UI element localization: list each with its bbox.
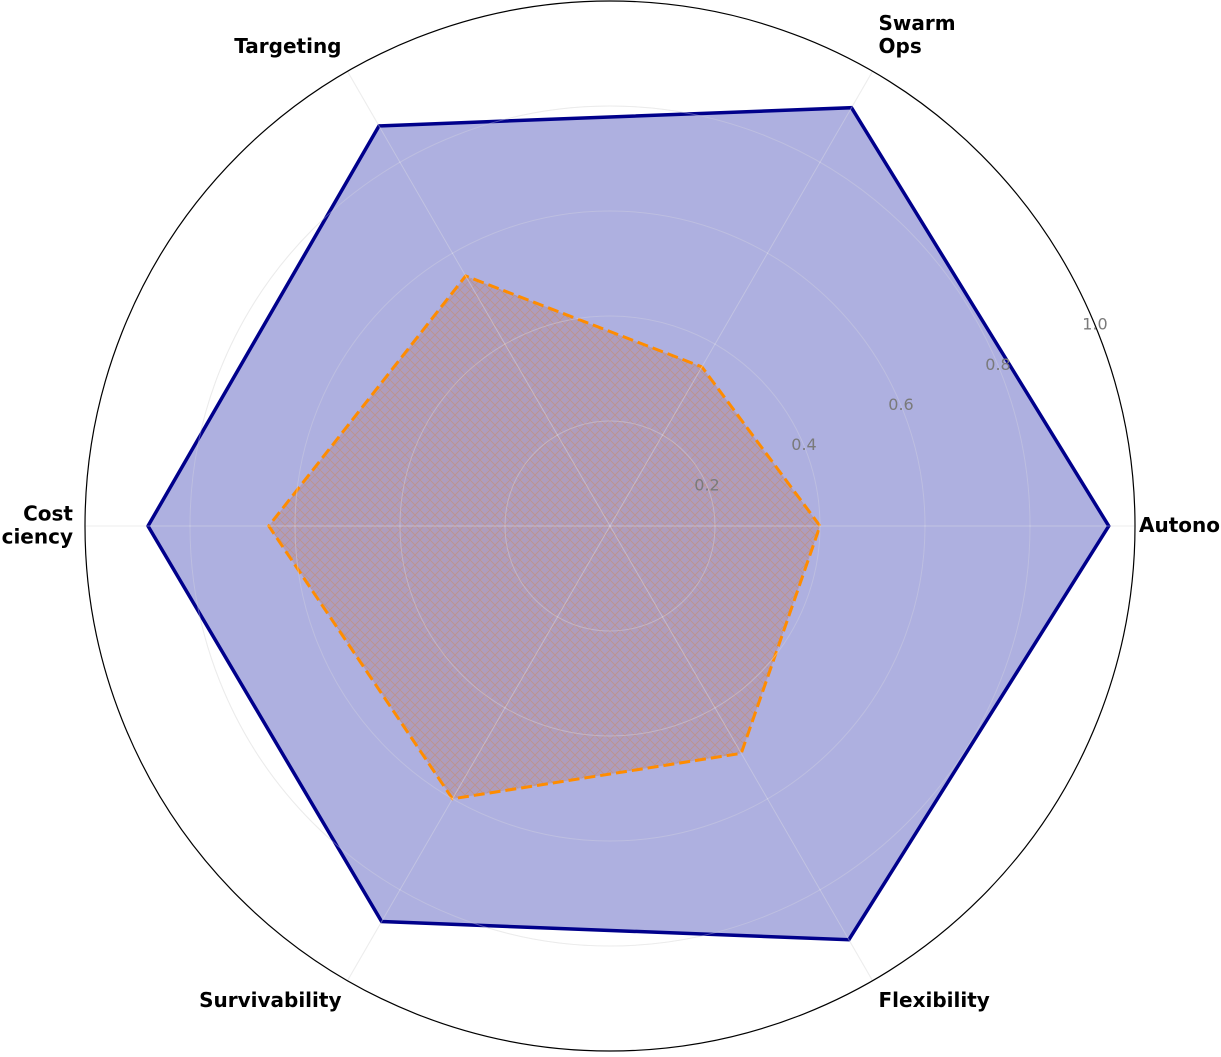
series-area <box>145 105 1111 942</box>
radial-ticks: 0.2 0.4 0.6 0.8 1.0 <box>694 315 1107 495</box>
axis-label-3-line-1: Efficiency <box>0 525 73 549</box>
grid-circle-overlay-1 <box>399 315 821 737</box>
axis-label-5: Flexibility <box>879 988 990 1012</box>
axis-label-5-line-0: Flexibility <box>879 988 990 1012</box>
axis-label-3-line-0: Cost <box>23 502 73 526</box>
spoke-overlay-1 <box>609 71 873 527</box>
spoke-overlay-5 <box>609 525 873 981</box>
series-0-line <box>145 105 1111 942</box>
axis-label-1-line-0: Swarm <box>879 11 956 35</box>
tick-label-2: 0.6 <box>888 395 913 414</box>
grid-circle-overlay-2 <box>294 210 926 842</box>
spoke-overlay-2 <box>347 71 611 527</box>
tick-label-4: 1.0 <box>1082 315 1107 334</box>
outer-frame <box>84 0 1136 1052</box>
tick-label-3: 0.8 <box>985 355 1010 374</box>
axis-label-4-line-0: Survivability <box>199 988 341 1012</box>
spoke-overlay-4 <box>347 525 611 981</box>
axis-label-1: Swarm Ops <box>879 11 956 58</box>
axis-label-0-line-0: Autonomy <box>1139 513 1221 537</box>
axis-label-3: CostEfficiency <box>0 502 73 549</box>
axis-label-2: Targeting <box>234 34 341 58</box>
grid-circle-overlay-3 <box>189 105 1031 947</box>
tick-label-0: 0.2 <box>694 475 719 494</box>
grid-circle-overlay-0 <box>504 420 716 632</box>
axis-label-2-line-0: Targeting <box>234 34 341 58</box>
axis-label-4: Survivability <box>199 988 341 1012</box>
axis-label-1-line-1: Ops <box>879 34 922 58</box>
series-1-line <box>266 274 822 801</box>
tick-label-1: 0.4 <box>791 435 816 454</box>
spokes-overlay <box>84 0 1136 1052</box>
series-1-hatch <box>268 275 820 799</box>
axis-label-0: Autonomy <box>1139 513 1221 537</box>
